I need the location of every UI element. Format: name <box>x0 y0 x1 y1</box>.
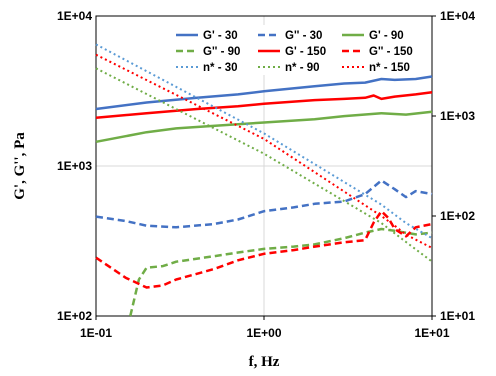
series-line-g-150 <box>95 91 433 119</box>
x-tick-label: 1E+00 <box>246 326 281 340</box>
x-axis-title: f, Hz <box>249 354 280 370</box>
legend-entry: n* - 150 <box>369 62 410 74</box>
series-line-n-150 <box>95 53 433 249</box>
y2-tick-label: 1E+01 <box>440 309 475 323</box>
legend-entry: G'' - 90 <box>203 46 240 58</box>
legend-entry: G'' - 30 <box>285 30 322 42</box>
legend: G' - 30 G'' - 30 G' - 90 G'' - 90 G' - 150 G'… <box>176 30 413 74</box>
y2-tick-label: 1E+03 <box>440 109 475 123</box>
y2-tick-label: 1E+02 <box>440 209 475 223</box>
y-tick-label: 1E+04 <box>57 9 92 23</box>
legend-entry: n* - 90 <box>285 62 320 74</box>
series-line-g-90 <box>95 110 433 144</box>
y2-tick-label: 1E+04 <box>440 9 475 23</box>
y-axis-title: G', G'', Pa <box>12 132 28 200</box>
series-line-g-90 <box>129 227 433 317</box>
series-layer <box>95 43 433 317</box>
tick-labels: 1E-01 1E+00 1E+01 1E+02 1E+03 1E+04 1E+01 1E+02… <box>57 9 475 340</box>
legend-entry: G' - 30 <box>203 30 238 42</box>
series-line-g-150 <box>95 209 433 289</box>
x-tick-label: 1E-01 <box>80 326 112 340</box>
y-tick-label: 1E+03 <box>57 159 92 173</box>
series-line-n-90 <box>95 67 433 263</box>
legend-box <box>172 25 428 75</box>
legend-entry: n* - 30 <box>203 62 238 74</box>
legend-entry: G' - 150 <box>285 46 326 58</box>
legend-entry: G' - 90 <box>369 30 404 42</box>
y-tick-label: 1E+02 <box>57 309 92 323</box>
x-tick-label: 1E+01 <box>414 326 449 340</box>
series-line-g-30 <box>95 75 433 111</box>
series-line-g-30 <box>95 179 433 229</box>
series-line-n-30 <box>95 43 433 240</box>
legend-entry: G'' - 150 <box>369 46 413 58</box>
